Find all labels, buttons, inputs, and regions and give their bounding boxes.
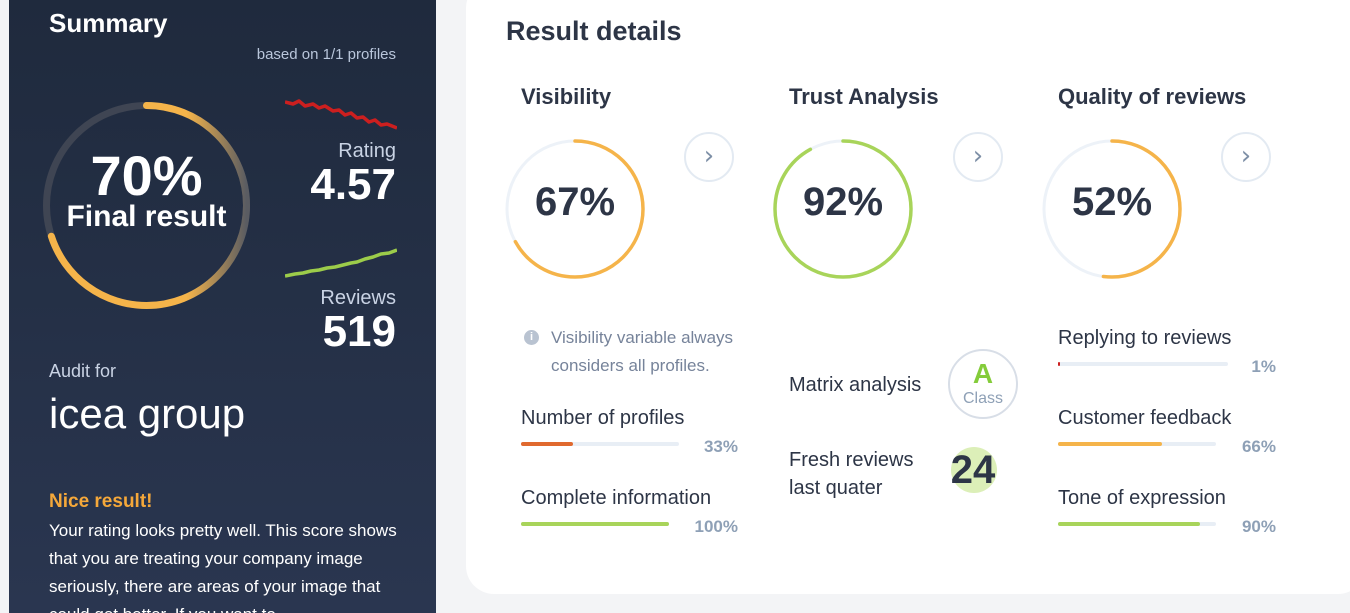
final-result-percent: 70%: [90, 144, 203, 207]
complete-information-bar: [521, 522, 669, 526]
customer-feedback-bar-fill: [1058, 442, 1163, 446]
tone-of-expression-bar-fill: [1058, 522, 1201, 526]
visibility-arc: [505, 139, 645, 279]
reviews-value: 519: [322, 307, 396, 356]
fresh-reviews-highlight: [951, 447, 997, 493]
quality-of-reviews-title: Quality of reviews: [1058, 84, 1247, 109]
metric-percent-tone-of-expression: 90%: [1241, 517, 1276, 536]
quality-of-reviews-details-button[interactable]: ›: [1221, 132, 1271, 182]
trust-analysis-percent: 92%: [802, 180, 884, 224]
class-badge: A Class: [948, 349, 1018, 419]
metric-label-tone-of-expression: Tone of expression: [1058, 487, 1226, 509]
replying-to-reviews-bar-fill: [1058, 362, 1060, 366]
rating-sparkline: [285, 99, 397, 130]
audit-for-label: Audit for: [49, 361, 117, 381]
number-of-profiles-bar-fill: [521, 442, 574, 446]
fresh-reviews-value: 24: [950, 448, 996, 492]
rating-value: 4.57: [310, 160, 396, 209]
metric-percent-customer-feedback: 66%: [1241, 437, 1276, 456]
metric-label-customer-feedback: Customer feedback: [1058, 407, 1232, 429]
quality-of-reviews-percent: 52%: [1071, 180, 1153, 224]
trust-analysis-title: Trust Analysis: [789, 84, 939, 109]
matrix-analysis-label: Matrix analysis: [789, 374, 922, 396]
visibility-details-button[interactable]: ›: [684, 132, 734, 182]
class-letter: A: [972, 358, 994, 389]
result-headline: Nice result!: [49, 491, 153, 512]
trust-analysis-details-button[interactable]: ›: [953, 132, 1003, 182]
result-details-title: Result details: [506, 16, 682, 46]
metric-percent-replying-to-reviews: 1%: [1251, 357, 1276, 376]
metric-percent-complete-information: 100%: [694, 517, 738, 536]
complete-information-bar-fill: [521, 522, 669, 526]
rating-label: Rating: [338, 140, 396, 162]
fresh-reviews-label: Fresh reviews last quater: [789, 449, 914, 499]
visibility-gauge: [505, 139, 645, 279]
reviews-label: Reviews: [320, 287, 396, 309]
result-description: Your rating looks pretty well. This scor…: [49, 521, 397, 613]
company-name: icea group: [49, 390, 246, 437]
chevron-right-icon: ›: [972, 141, 984, 171]
quality-of-reviews-gauge: [1042, 139, 1182, 279]
based-on-profiles: based on 1/1 profiles: [256, 46, 396, 63]
replying-to-reviews-bar: [1058, 362, 1228, 366]
class-word: Class: [962, 390, 1003, 407]
info-icon: i: [524, 330, 539, 345]
reviews-sparkline: [285, 248, 397, 278]
trust-analysis-gauge: [773, 139, 913, 279]
quality-of-reviews-arc: [1042, 139, 1182, 279]
trust-analysis-arc: [773, 139, 913, 279]
visibility-title: Visibility: [521, 84, 612, 109]
metric-label-complete-information: Complete information: [521, 487, 712, 509]
chevron-right-icon: ›: [703, 141, 715, 171]
summary-title: Summary: [49, 8, 168, 38]
visibility-percent: 67%: [534, 180, 616, 224]
number-of-profiles-bar: [521, 442, 679, 446]
metric-percent-number-of-profiles: 33%: [703, 437, 738, 456]
tone-of-expression-bar: [1058, 522, 1216, 526]
chevron-right-icon: ›: [1240, 141, 1252, 171]
metric-label-replying-to-reviews: Replying to reviews: [1058, 327, 1232, 349]
customer-feedback-bar: [1058, 442, 1216, 446]
final-result-arc: [43, 102, 250, 309]
result-details-panel: Result details Visibility 67% › i Visibi…: [466, 0, 1350, 594]
summary-panel: Summary based on 1/1 profiles 70% Final …: [9, 0, 436, 613]
visibility-note: Visibility variable always considers all…: [551, 328, 734, 375]
final-result-label: Final result: [66, 200, 227, 233]
metric-label-number-of-profiles: Number of profiles: [521, 407, 685, 429]
final-result-gauge: [43, 102, 250, 309]
